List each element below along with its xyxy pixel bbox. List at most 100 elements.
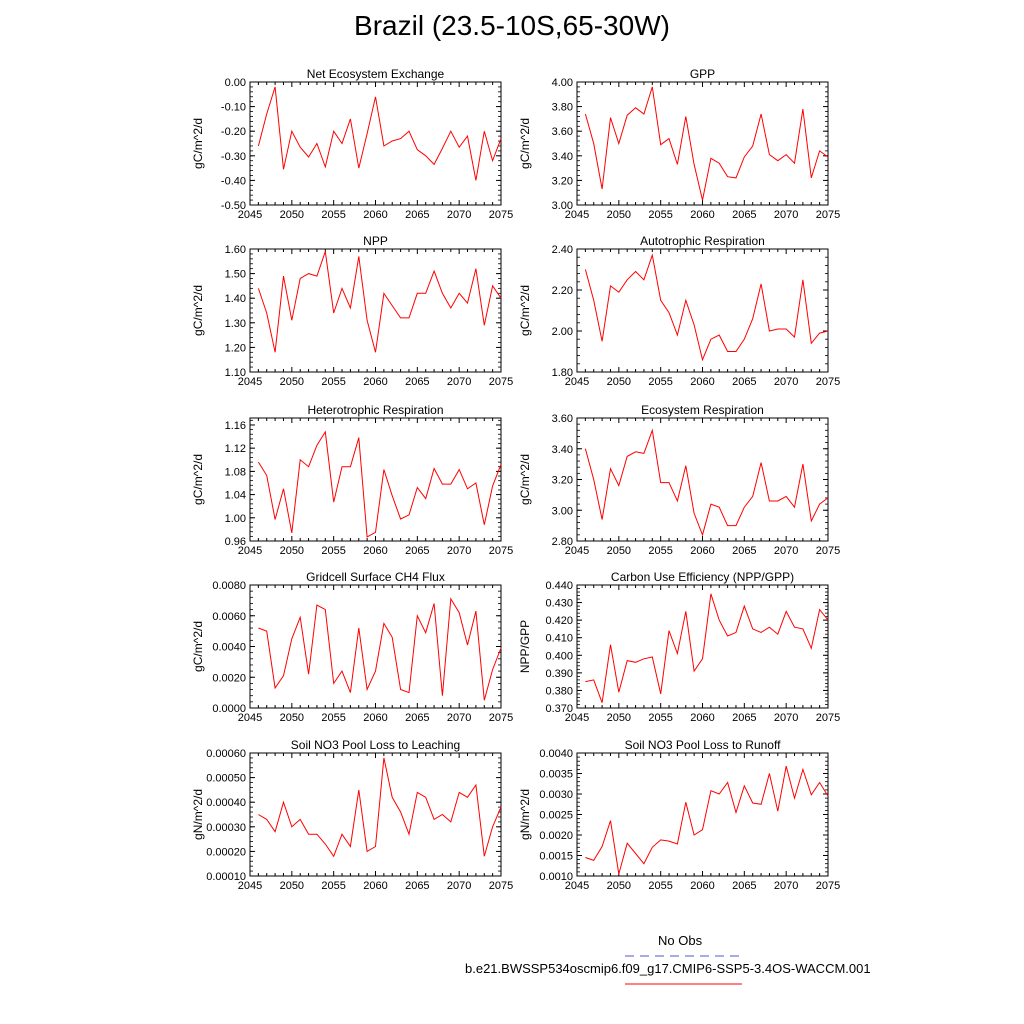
x-tick-label: 2050	[607, 880, 631, 892]
y-tick-label: -0.30	[221, 151, 246, 163]
x-tick-label: 2065	[732, 880, 756, 892]
chart-panel: Ecosystem Respiration gC/m^2/d 2045 2050 205…	[518, 403, 840, 557]
panel-title: NPP	[363, 234, 388, 248]
panel-title: Heterotrophic Respiration	[307, 403, 443, 417]
y-tick-label: 2.40	[552, 244, 573, 256]
x-tick-label: 2045	[565, 880, 589, 892]
x-tick-label: 2075	[489, 880, 513, 892]
x-tick-label: 2060	[690, 880, 714, 892]
plot-frame	[576, 81, 829, 206]
y-tick-label: 3.40	[552, 444, 573, 456]
chart-panel: Gridcell Surface CH4 Flux gC/m^2/d 2045 205…	[191, 570, 513, 724]
x-tick-label: 2060	[363, 712, 387, 724]
x-tick-label: 2045	[238, 712, 262, 724]
x-tick-label: 2045	[565, 712, 589, 724]
panel-title: Soil NO3 Pool Loss to Runoff	[625, 738, 782, 752]
y-axis-label: gC/m^2/d	[518, 454, 532, 505]
x-tick-label: 2060	[363, 376, 387, 388]
panel-title: Ecosystem Respiration	[641, 403, 764, 417]
x-tick-label: 2060	[363, 545, 387, 557]
x-tick-label: 2075	[489, 209, 513, 221]
series-line	[257, 430, 502, 538]
y-tick-label: 2.20	[552, 285, 573, 297]
x-tick-label: 2060	[690, 545, 714, 557]
x-tick-label: 2050	[280, 545, 304, 557]
x-tick-label: 2065	[405, 880, 429, 892]
chart-panel: GPP gC/m^2/d 2045 2050 2055 2060 2065 2070 2075 4…	[518, 67, 840, 221]
y-tick-label: 0.00030	[206, 822, 246, 834]
x-tick-label: 2070	[447, 376, 471, 388]
series-line	[257, 86, 502, 181]
y-tick-label: 0.420	[545, 615, 573, 627]
x-tick-label: 2050	[280, 376, 304, 388]
y-tick-label: 0.0030	[539, 789, 573, 801]
page-title: Brazil (23.5-10S,65-30W)	[354, 10, 670, 41]
y-tick-label: 3.40	[552, 151, 573, 163]
y-tick-label: 1.80	[552, 367, 573, 379]
chart-panel: Heterotrophic Respiration gC/m^2/d 2045 205…	[191, 403, 513, 557]
series-line	[585, 593, 829, 703]
y-tick-label: -0.50	[221, 200, 246, 212]
x-tick-label: 2070	[774, 209, 798, 221]
y-axis-label: gC/m^2/d	[191, 621, 205, 672]
x-tick-label: 2055	[648, 880, 672, 892]
y-tick-label: 3.60	[552, 413, 573, 425]
y-tick-label: 0.96	[225, 536, 246, 548]
y-tick-label: 0.390	[545, 668, 573, 680]
y-tick-label: 0.00060	[206, 748, 246, 760]
x-tick-label: 2055	[321, 545, 345, 557]
y-axis-label: gC/m^2/d	[518, 285, 532, 336]
x-tick-label: 2065	[405, 545, 429, 557]
chart-panel: Autotrophic Respiration gC/m^2/d 2045 2050 2…	[518, 234, 840, 388]
x-tick-label: 2070	[774, 376, 798, 388]
plot-frame	[249, 584, 502, 709]
x-tick-label: 2055	[321, 880, 345, 892]
x-tick-label: 2055	[648, 545, 672, 557]
x-tick-label: 2045	[238, 880, 262, 892]
y-tick-label: 0.0015	[539, 851, 573, 863]
x-tick-label: 2055	[648, 209, 672, 221]
panel-title: Net Ecosystem Exchange	[307, 67, 445, 81]
x-tick-label: 2070	[774, 712, 798, 724]
chart-panel: Net Ecosystem Exchange gC/m^2/d 2045 2050 20…	[191, 67, 513, 221]
y-tick-label: 0.410	[545, 633, 573, 645]
x-tick-label: 2045	[565, 209, 589, 221]
x-tick-label: 2065	[405, 376, 429, 388]
y-tick-label: 0.400	[545, 650, 573, 662]
x-tick-label: 2075	[816, 712, 840, 724]
y-tick-label: 2.80	[552, 536, 573, 548]
x-tick-label: 2045	[238, 209, 262, 221]
y-tick-label: 3.80	[552, 102, 573, 114]
series-line	[584, 428, 829, 537]
y-tick-label: -0.20	[221, 126, 246, 138]
x-tick-label: 2070	[447, 545, 471, 557]
chart-panel: Carbon Use Efficiency (NPP/GPP) NPP/GPP 20…	[518, 570, 840, 724]
x-tick-label: 2055	[321, 712, 345, 724]
y-tick-label: 0.0010	[539, 871, 573, 883]
x-tick-label: 2060	[363, 209, 387, 221]
y-tick-label: 3.20	[552, 475, 573, 487]
plot-frame	[576, 584, 829, 709]
y-tick-label: 0.00	[225, 77, 246, 89]
y-tick-label: 4.00	[552, 77, 573, 89]
y-axis-label: gN/m^2/d	[191, 789, 205, 840]
y-tick-label: 2.00	[552, 326, 573, 338]
x-tick-label: 2060	[690, 209, 714, 221]
plot-frame	[249, 248, 502, 373]
y-tick-label: 0.00040	[206, 797, 246, 809]
y-tick-label: 0.00010	[206, 871, 246, 883]
y-tick-label: 1.10	[225, 367, 246, 379]
y-tick-label: -0.10	[221, 102, 246, 114]
x-tick-label: 2060	[363, 880, 387, 892]
y-tick-label: 0.0020	[212, 672, 246, 684]
y-axis-label: gC/m^2/d	[518, 118, 532, 169]
y-tick-label: 3.60	[552, 126, 573, 138]
panel-title: Soil NO3 Pool Loss to Leaching	[291, 738, 460, 752]
y-tick-label: 0.0025	[539, 810, 573, 822]
y-tick-label: 0.0080	[212, 580, 246, 592]
x-tick-label: 2050	[280, 209, 304, 221]
y-tick-label: 0.370	[545, 703, 573, 715]
x-tick-label: 2045	[565, 376, 589, 388]
x-tick-label: 2075	[489, 712, 513, 724]
x-tick-label: 2050	[607, 209, 631, 221]
